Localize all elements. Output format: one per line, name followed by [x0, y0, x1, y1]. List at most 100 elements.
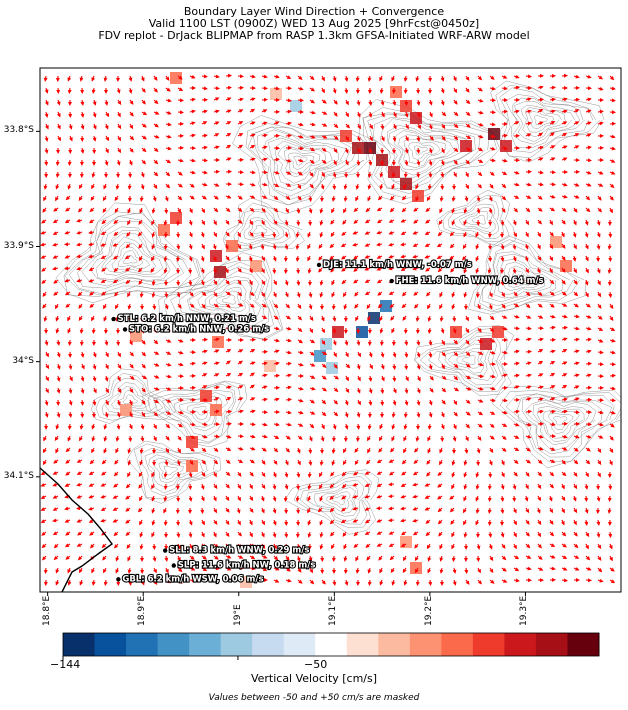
convergence-cell	[250, 260, 262, 272]
wind-arrow	[237, 74, 244, 79]
wind-arrow	[129, 147, 134, 153]
wind-arrow	[163, 483, 168, 490]
convergence-cell	[560, 260, 572, 272]
convergence-cell	[488, 128, 500, 140]
wind-arrow	[141, 147, 147, 153]
wind-arrow	[273, 373, 280, 378]
wind-arrow	[597, 195, 602, 201]
contour-line	[64, 212, 200, 296]
wind-arrow	[453, 135, 459, 141]
contour-line	[91, 368, 177, 424]
wind-arrow	[585, 158, 592, 163]
wind-arrow	[237, 207, 243, 213]
wind-arrow	[55, 183, 60, 190]
wind-arrow	[609, 121, 616, 126]
wind-arrow	[249, 337, 256, 342]
wind-arrow	[67, 75, 72, 82]
wind-arrow	[80, 123, 85, 130]
wind-arrow	[116, 159, 121, 166]
convergence-cell	[186, 460, 198, 472]
wind-arrow	[285, 158, 292, 163]
wind-arrow	[355, 75, 360, 82]
wind-arrow	[477, 134, 484, 139]
wind-arrow	[537, 97, 544, 102]
wind-arrow	[379, 171, 384, 178]
wind-arrow	[201, 219, 206, 226]
wind-arrow	[297, 195, 302, 201]
station-label: FHE: 11.6 km/h WNW, 0.64 m/s	[396, 276, 544, 286]
colorbar-swatch	[535, 633, 568, 656]
wind-arrow	[237, 195, 243, 200]
station-marker	[162, 548, 168, 553]
colorbar-swatch	[157, 633, 190, 656]
wind-arrow	[201, 145, 208, 150]
wind-arrow	[440, 159, 445, 166]
wind-arrow	[177, 195, 183, 201]
wind-arrow	[165, 159, 172, 164]
wind-arrow	[200, 507, 205, 514]
wind-arrow	[285, 75, 292, 80]
wind-arrow	[609, 183, 615, 189]
wind-arrow	[273, 183, 280, 188]
wind-arrow	[405, 135, 409, 142]
contour-line	[293, 473, 373, 528]
wind-arrow	[309, 147, 316, 152]
wind-arrow	[153, 147, 159, 152]
wind-arrow	[561, 207, 567, 212]
wind-arrow	[453, 99, 458, 105]
contour-line	[111, 386, 150, 410]
wind-arrow	[152, 195, 157, 202]
wind-arrow	[549, 170, 556, 175]
wind-arrow	[321, 123, 328, 127]
contour-line	[245, 123, 369, 206]
wind-arrow	[501, 158, 508, 163]
wind-arrow	[425, 207, 431, 212]
wind-arrow	[525, 121, 532, 126]
station-label: DJE: 11.1 km/h WNW, -0.07 m/s	[323, 260, 472, 270]
contour-line	[111, 246, 151, 270]
wind-arrow	[201, 74, 208, 79]
wind-arrow	[309, 183, 314, 189]
wind-arrow	[65, 207, 71, 212]
wind-arrow	[355, 183, 360, 190]
wind-arrow	[152, 543, 157, 550]
wind-arrow	[56, 123, 61, 130]
wind-arrow	[320, 183, 325, 190]
wind-arrow	[549, 85, 556, 90]
wind-arrow	[413, 219, 419, 224]
contour-line	[305, 479, 365, 523]
wind-arrow	[225, 194, 232, 199]
wind-arrow	[388, 482, 395, 487]
wind-arrow	[404, 147, 409, 154]
wind-arrow	[427, 423, 432, 430]
wind-arrow	[141, 87, 146, 93]
wind-arrow	[441, 111, 447, 117]
wind-arrow	[249, 182, 256, 187]
convergence-cell	[170, 212, 182, 224]
wind-arrow	[487, 519, 492, 526]
wind-arrow	[585, 207, 591, 213]
wind-arrow	[55, 171, 60, 178]
wind-arrow	[139, 207, 144, 214]
title-line-1: Boundary Layer Wind Direction + Converge…	[183, 5, 445, 18]
convergence-cell	[356, 326, 368, 338]
wind-arrow	[201, 182, 208, 187]
colorbar-swatch	[567, 633, 600, 656]
contour-line	[403, 138, 441, 164]
wind-arrow	[213, 133, 220, 137]
wind-arrow	[549, 109, 556, 114]
wind-arrow	[261, 74, 268, 79]
wind-arrow	[80, 147, 85, 154]
wind-arrow	[367, 195, 372, 202]
wind-arrow	[415, 183, 419, 190]
wind-arrow	[44, 159, 49, 166]
wind-arrow	[78, 183, 83, 190]
wind-arrow	[321, 111, 328, 115]
contour-line	[90, 229, 171, 283]
wind-arrow	[333, 99, 338, 105]
wind-arrow	[53, 207, 59, 212]
wind-arrow	[153, 99, 159, 105]
wind-arrow	[537, 170, 544, 175]
wind-arrow	[513, 74, 520, 79]
wind-arrow	[465, 183, 470, 190]
